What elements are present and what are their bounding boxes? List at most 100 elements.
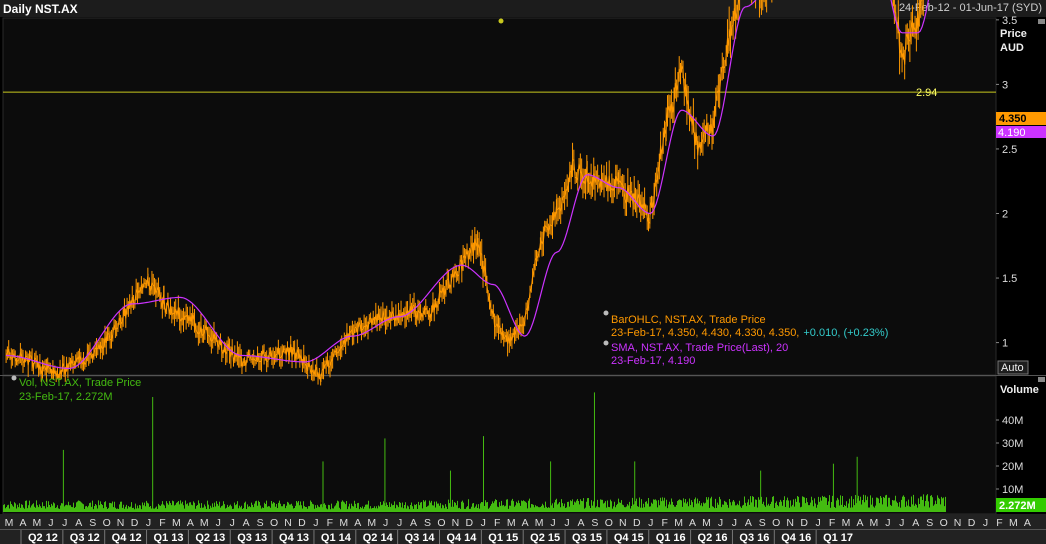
quarter-label: Q4 15 — [614, 532, 644, 544]
month-tick-label: A — [912, 517, 919, 529]
month-tick-label: S — [759, 517, 766, 529]
price-legend: BarOHLC, NST.AX, Trade Price 23-Feb-17, … — [603, 310, 888, 367]
month-tick-label: D — [633, 517, 641, 529]
price-line — [5, 0, 923, 382]
month-tick-label: M — [33, 517, 42, 529]
month-tick-label: S — [926, 517, 933, 529]
quarter-label: Q3 16 — [739, 532, 769, 544]
month-tick-label: M — [1009, 517, 1018, 529]
legend-bullet-icon — [603, 310, 609, 316]
month-tick-label: J — [216, 517, 221, 529]
month-tick-label: A — [243, 517, 250, 529]
quarter-label: Q3 13 — [237, 532, 267, 544]
auto-scale-label: Auto — [1001, 362, 1024, 374]
month-tick-label: O — [270, 517, 278, 529]
volume-tick-label: 10M — [1002, 484, 1023, 496]
sma-legend-title: SMA, NST.AX, Trade Price(Last), 20 — [611, 342, 788, 354]
month-tick-label: M — [870, 517, 879, 529]
quarter-label: Q4 13 — [279, 532, 309, 544]
month-tick-label: J — [885, 517, 890, 529]
month-tick-label: M — [339, 517, 348, 529]
month-tick-label: D — [800, 517, 808, 529]
month-tick-label: A — [745, 517, 752, 529]
month-tick-label: M — [702, 517, 711, 529]
quarter-label: Q1 17 — [823, 532, 853, 544]
drawing-anchor-handle[interactable] — [498, 18, 504, 24]
volume-panel-resize-handle[interactable] — [1038, 377, 1045, 382]
auto-scale-button[interactable] — [997, 360, 1029, 375]
month-tick-label: N — [117, 517, 125, 529]
volume-plot-area — [2, 375, 997, 515]
month-tick-label: D — [466, 517, 474, 529]
quarter-label: Q2 14 — [363, 532, 394, 544]
quarter-label: Q2 16 — [698, 532, 728, 544]
month-tick-label: D — [298, 517, 306, 529]
month-tick-label: M — [172, 517, 181, 529]
month-tick-label: A — [522, 517, 529, 529]
month-tick-label: M — [674, 517, 683, 529]
quarter-label: Q1 15 — [488, 532, 518, 544]
price-axis-title: Price — [1000, 28, 1027, 40]
month-tick-label: A — [1024, 517, 1031, 529]
volume-tick-label: 30M — [1002, 438, 1023, 450]
month-tick-label: N — [284, 517, 292, 529]
last-price-badge-text: 4.350 — [999, 113, 1027, 125]
month-tick-label: A — [577, 517, 584, 529]
month-tick-label: D — [968, 517, 976, 529]
horizontal-line-label: 2.94 — [916, 87, 937, 99]
chart-title: Daily NST.AX — [3, 2, 78, 16]
month-tick-label: F — [829, 517, 835, 529]
quarter-label: Q4 14 — [446, 532, 477, 544]
last-volume-badge-text: 2.272M — [999, 500, 1036, 512]
quarter-label: Q1 16 — [656, 532, 686, 544]
month-tick-label: J — [718, 517, 723, 529]
month-tick-label: J — [899, 517, 904, 529]
month-tick-label: F — [661, 517, 667, 529]
legend-bullet-icon — [603, 340, 609, 346]
month-tick-label: A — [75, 517, 82, 529]
price-tick-label: 3 — [1002, 79, 1008, 91]
month-tick-label: J — [383, 517, 388, 529]
month-tick-label: S — [424, 517, 431, 529]
quarter-label: Q3 14 — [405, 532, 436, 544]
volume-legend-title: Vol, NST.AX, Trade Price — [19, 377, 141, 389]
volume-bars — [3, 392, 946, 512]
month-tick-label: J — [230, 517, 235, 529]
month-tick-label: J — [815, 517, 820, 529]
reference-lines: 5.8674.5842.94 — [3, 87, 996, 99]
price-axis-ticks: 11.522.533.544.55 — [996, 15, 1017, 350]
month-tick-label: F — [159, 517, 165, 529]
month-tick-label: O — [772, 517, 780, 529]
month-tick-label: M — [5, 517, 14, 529]
month-tick-label: F — [996, 517, 1002, 529]
volume-tick-label: 40M — [1002, 415, 1023, 427]
quarter-label: Q2 12 — [28, 532, 58, 544]
month-tick-label: J — [648, 517, 653, 529]
price-plot-area — [2, 17, 997, 376]
month-tick-label: A — [354, 517, 361, 529]
month-tick-label: M — [200, 517, 209, 529]
month-tick-label: J — [481, 517, 486, 529]
quarter-label: Q4 16 — [781, 532, 811, 544]
month-tick-label: N — [786, 517, 794, 529]
month-tick-label: F — [494, 517, 500, 529]
month-tick-label: J — [983, 517, 988, 529]
last-volume-badge — [996, 498, 1046, 512]
quarter-label: Q4 12 — [112, 532, 142, 544]
volume-legend: Vol, NST.AX, Trade Price 23-Feb-17, 2.27… — [11, 375, 141, 403]
month-tick-label: S — [591, 517, 598, 529]
price-panel-resize-handle[interactable] — [1038, 19, 1045, 24]
ohlc-legend-title: BarOHLC, NST.AX, Trade Price — [611, 314, 766, 326]
chart-title-bar: Daily NST.AX 24-Feb-12 - 01-Jun-17 (SYD) — [0, 0, 1046, 17]
sma-badge — [996, 126, 1046, 138]
month-tick-label: A — [856, 517, 863, 529]
month-tick-label: M — [535, 517, 544, 529]
month-tick-label: A — [187, 517, 194, 529]
month-tick-label: D — [131, 517, 139, 529]
volume-axis-title: Volume — [1000, 384, 1039, 396]
month-tick-label: O — [103, 517, 111, 529]
quarter-label: Q2 13 — [195, 532, 225, 544]
month-tick-label: F — [327, 517, 333, 529]
